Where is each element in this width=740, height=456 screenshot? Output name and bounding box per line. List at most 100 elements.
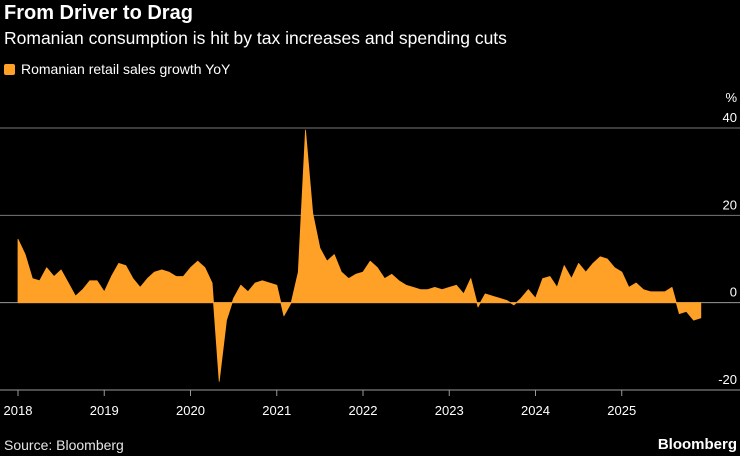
data-point [240, 285, 241, 286]
legend-label: Romanian retail sales growth YoY [21, 61, 231, 77]
data-point [585, 272, 586, 273]
data-point [391, 274, 392, 275]
data-point [686, 311, 687, 312]
data-point [82, 289, 83, 290]
data-point [204, 267, 205, 268]
data-point [305, 130, 306, 131]
y-axis-unit: % [725, 90, 737, 105]
data-point [564, 265, 565, 266]
data-point [341, 272, 342, 273]
data-point [319, 248, 320, 249]
data-point [326, 261, 327, 262]
data-point [592, 263, 593, 264]
x-tick-label: 2018 [4, 403, 33, 418]
data-point [485, 293, 486, 294]
data-point [521, 298, 522, 299]
data-point [276, 285, 277, 286]
data-point [384, 278, 385, 279]
data-point [477, 306, 478, 307]
data-point [549, 276, 550, 277]
data-point [75, 296, 76, 297]
data-point [528, 289, 529, 290]
data-point [61, 269, 62, 270]
data-point [132, 278, 133, 279]
data-point [362, 272, 363, 273]
data-point [621, 272, 622, 273]
data-point [147, 278, 148, 279]
data-point [420, 289, 421, 290]
x-tick-label: 2023 [435, 403, 464, 418]
source-note: Source: Bloomberg [4, 437, 124, 453]
data-point [17, 239, 18, 240]
data-point [449, 287, 450, 288]
data-point [190, 267, 191, 268]
data-point [219, 381, 220, 382]
data-point [97, 280, 98, 281]
data-point [269, 282, 270, 283]
data-point [442, 289, 443, 290]
data-point [125, 265, 126, 266]
data-point [197, 261, 198, 262]
data-point [176, 276, 177, 277]
x-tick-label: 2021 [262, 403, 291, 418]
data-point [650, 291, 651, 292]
x-tick-label: 2020 [176, 403, 205, 418]
data-point [492, 296, 493, 297]
data-point [46, 267, 47, 268]
data-point [298, 272, 299, 273]
data-point [578, 263, 579, 264]
data-point [247, 291, 248, 292]
data-point [118, 263, 119, 264]
y-tick-label: -20 [718, 372, 737, 387]
data-point [262, 280, 263, 281]
data-point [657, 291, 658, 292]
data-point [25, 254, 26, 255]
data-point [39, 280, 40, 281]
y-tick-label: 40 [723, 110, 737, 125]
data-point [140, 287, 141, 288]
y-tick-label: 0 [730, 285, 737, 300]
data-point [542, 278, 543, 279]
data-point [571, 278, 572, 279]
bloomberg-logo: Bloomberg [657, 436, 737, 453]
data-point [671, 287, 672, 288]
data-point [68, 282, 69, 283]
data-point [226, 320, 227, 321]
data-point [154, 272, 155, 273]
data-point [212, 282, 213, 283]
x-tick-label: 2019 [90, 403, 119, 418]
data-point [370, 261, 371, 262]
data-point [456, 285, 457, 286]
data-point [664, 291, 665, 292]
data-point [557, 287, 558, 288]
data-point [334, 254, 335, 255]
data-point [470, 278, 471, 279]
legend: Romanian retail sales growth YoY [4, 61, 230, 77]
data-point [463, 293, 464, 294]
data-point [32, 278, 33, 279]
data-point [693, 320, 694, 321]
data-point [233, 298, 234, 299]
data-point [614, 267, 615, 268]
series-area [17, 129, 702, 382]
x-tick-label: 2024 [521, 403, 550, 418]
y-tick-label: 20 [723, 197, 737, 212]
data-point [283, 315, 284, 316]
x-tick-label: 2025 [607, 403, 636, 418]
legend-swatch [4, 63, 15, 75]
data-point [434, 287, 435, 288]
data-point [607, 258, 608, 259]
data-point [312, 213, 313, 214]
chart-title: From Driver to Drag [4, 2, 193, 24]
data-point [636, 282, 637, 283]
data-point [355, 274, 356, 275]
data-point [499, 298, 500, 299]
data-point [600, 256, 601, 257]
data-point [161, 269, 162, 270]
data-point [700, 317, 701, 318]
data-point [413, 287, 414, 288]
data-point [183, 276, 184, 277]
data-point [427, 289, 428, 290]
chart-subtitle: Romanian consumption is hit by tax incre… [4, 28, 507, 48]
